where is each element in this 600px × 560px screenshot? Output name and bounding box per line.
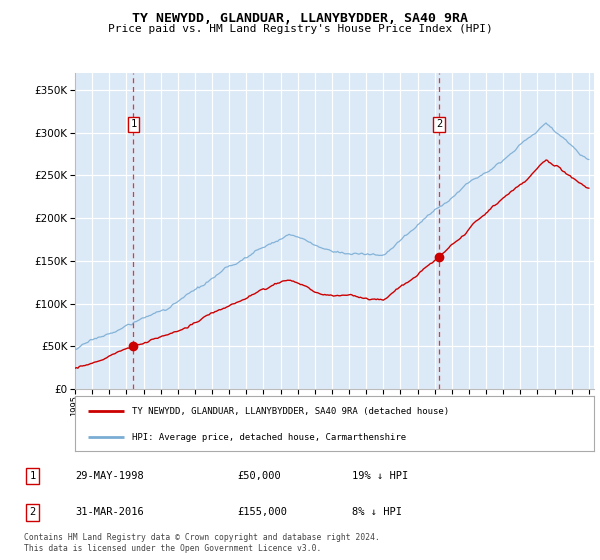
Text: HPI: Average price, detached house, Carmarthenshire: HPI: Average price, detached house, Carm… bbox=[132, 432, 406, 442]
Text: 2: 2 bbox=[436, 119, 442, 129]
Text: 19% ↓ HPI: 19% ↓ HPI bbox=[352, 471, 409, 481]
Text: 31-MAR-2016: 31-MAR-2016 bbox=[76, 507, 145, 517]
Text: £50,000: £50,000 bbox=[237, 471, 281, 481]
Text: 1: 1 bbox=[29, 471, 35, 481]
Text: Price paid vs. HM Land Registry's House Price Index (HPI): Price paid vs. HM Land Registry's House … bbox=[107, 24, 493, 34]
Text: Contains HM Land Registry data © Crown copyright and database right 2024.
This d: Contains HM Land Registry data © Crown c… bbox=[24, 533, 380, 553]
Text: 8% ↓ HPI: 8% ↓ HPI bbox=[352, 507, 402, 517]
Text: TY NEWYDD, GLANDUAR, LLANYBYDDER, SA40 9RA (detached house): TY NEWYDD, GLANDUAR, LLANYBYDDER, SA40 9… bbox=[132, 407, 449, 416]
Text: £155,000: £155,000 bbox=[237, 507, 287, 517]
Text: TY NEWYDD, GLANDUAR, LLANYBYDDER, SA40 9RA: TY NEWYDD, GLANDUAR, LLANYBYDDER, SA40 9… bbox=[132, 12, 468, 25]
Text: 1: 1 bbox=[130, 119, 137, 129]
Text: 2: 2 bbox=[29, 507, 35, 517]
Text: 29-MAY-1998: 29-MAY-1998 bbox=[76, 471, 145, 481]
